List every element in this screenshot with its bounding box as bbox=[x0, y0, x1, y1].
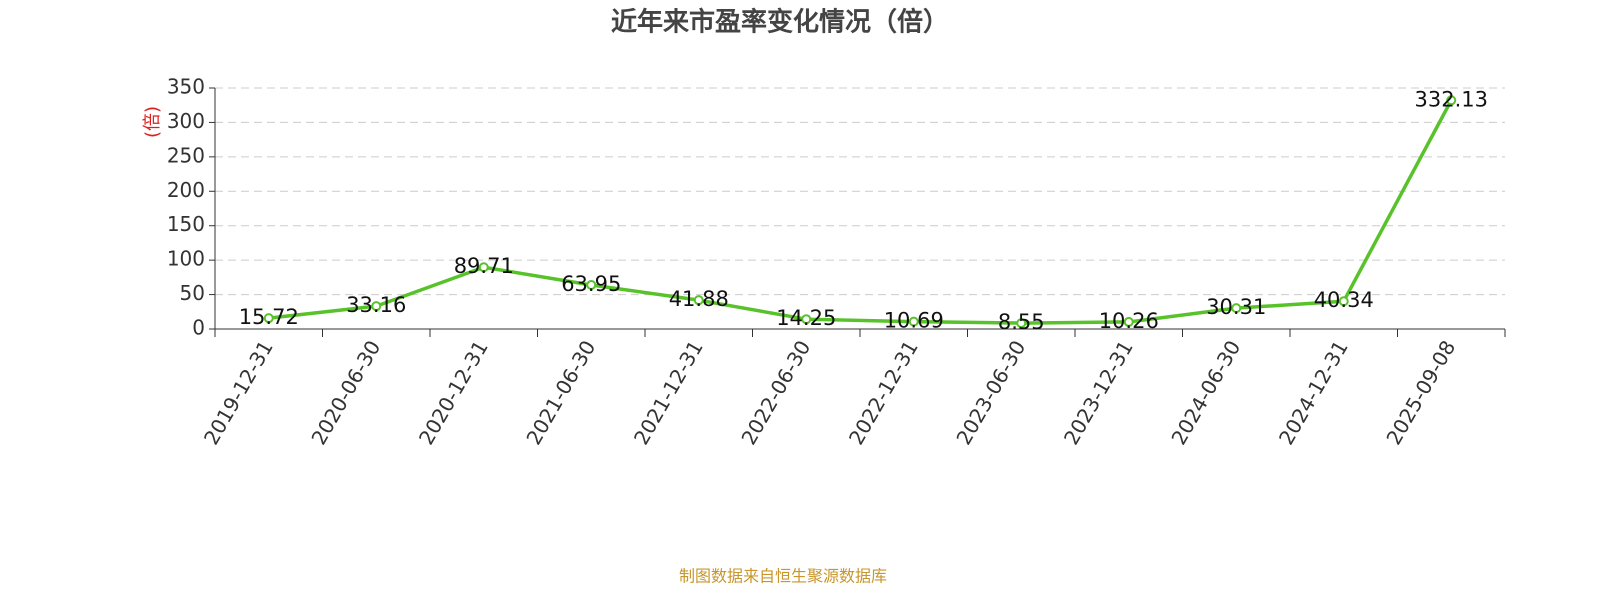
y-axis-label: (倍) bbox=[142, 106, 163, 138]
x-tick-label: 2025-09-08 bbox=[1381, 336, 1460, 449]
x-tick-label: 2021-06-30 bbox=[521, 336, 600, 449]
point bbox=[371, 301, 382, 312]
y-tick-label: 150 bbox=[167, 212, 205, 236]
data-label: 332.13 bbox=[1415, 87, 1488, 111]
x-tick-label: 2022-12-31 bbox=[844, 336, 923, 449]
y-tick-label: 250 bbox=[167, 143, 205, 167]
y-tick-label: 50 bbox=[180, 281, 205, 305]
data-label: 89.71 bbox=[454, 254, 514, 278]
x-tick-label: 2020-06-30 bbox=[306, 336, 385, 449]
point bbox=[1016, 318, 1027, 329]
x-tick-label: 2023-06-30 bbox=[951, 336, 1030, 449]
data-label: 10.26 bbox=[1099, 309, 1159, 333]
y-tick-label: 300 bbox=[167, 109, 205, 133]
data-label: 40.34 bbox=[1314, 288, 1374, 312]
source-note: 制图数据来自恒生聚源数据库 bbox=[679, 567, 887, 586]
point bbox=[1446, 95, 1457, 106]
data-label: 33.16 bbox=[346, 293, 406, 317]
x-tick-label: 2022-06-30 bbox=[736, 336, 815, 449]
y-tick-label: 0 bbox=[192, 316, 205, 340]
y-tick-label: 100 bbox=[167, 247, 205, 271]
x-tick-label: 2021-12-31 bbox=[629, 336, 708, 449]
point bbox=[801, 314, 812, 325]
point bbox=[478, 262, 489, 273]
x-tick-label: 2020-12-31 bbox=[414, 336, 493, 449]
data-label: 10.69 bbox=[884, 309, 944, 333]
point bbox=[908, 316, 919, 327]
y-tick-label: 350 bbox=[167, 75, 205, 99]
point bbox=[263, 313, 274, 324]
x-tick-label: 2019-12-31 bbox=[199, 336, 278, 449]
point bbox=[1231, 303, 1242, 314]
y-tick-label: 200 bbox=[167, 178, 205, 202]
line bbox=[268, 99, 1453, 325]
point bbox=[586, 279, 597, 290]
data-label: 41.88 bbox=[669, 287, 729, 311]
data-label: 14.25 bbox=[776, 306, 836, 330]
data-label: 8.55 bbox=[998, 310, 1045, 334]
x-tick-label: 2023-12-31 bbox=[1059, 336, 1138, 449]
x-tick-label: 2024-12-31 bbox=[1274, 336, 1353, 449]
point bbox=[1338, 296, 1349, 307]
x-tick-label: 2024-06-30 bbox=[1166, 336, 1245, 449]
point bbox=[693, 295, 704, 306]
data-label: 15.72 bbox=[239, 305, 299, 329]
data-label: 63.95 bbox=[561, 272, 621, 296]
point bbox=[1123, 316, 1134, 327]
chart-title: 近年来市盈率变化情况（倍） bbox=[611, 7, 949, 38]
data-label: 30.31 bbox=[1206, 295, 1266, 319]
